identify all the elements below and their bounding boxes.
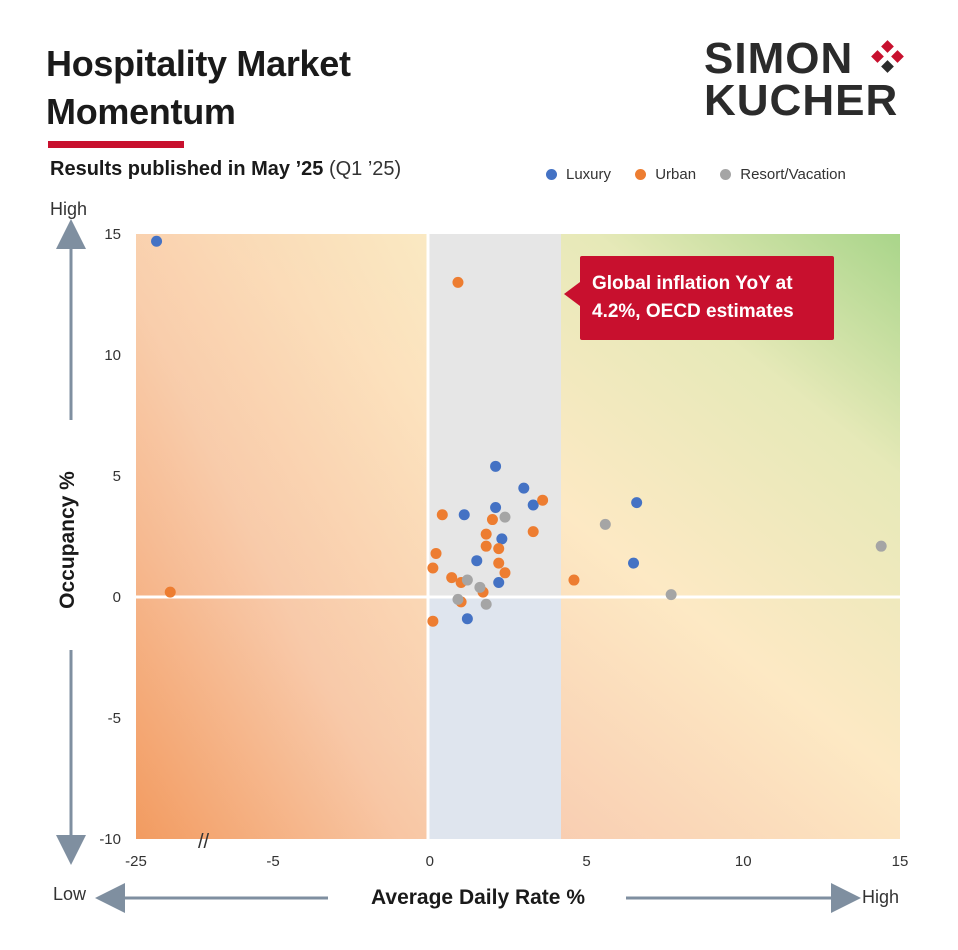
y-tick-label: -10 bbox=[99, 831, 121, 848]
chart-legend: Luxury Urban Resort/Vacation bbox=[546, 166, 866, 183]
logo-line-1: SIMON bbox=[704, 34, 854, 83]
y-tick-label: 5 bbox=[113, 468, 121, 485]
x-tick-label: 0 bbox=[426, 853, 434, 870]
x-tick-label: -25 bbox=[125, 853, 147, 870]
y-tick-label: 10 bbox=[104, 347, 121, 364]
data-point-urban bbox=[537, 494, 549, 506]
data-point-urban bbox=[480, 528, 492, 540]
y-high-label: High bbox=[50, 199, 88, 219]
data-point-resort-vacation bbox=[452, 593, 464, 605]
x-low-label: Low bbox=[53, 884, 87, 904]
data-point-luxury bbox=[471, 555, 483, 567]
data-point-urban bbox=[568, 574, 580, 586]
data-point-resort-vacation bbox=[499, 511, 511, 523]
data-point-urban bbox=[164, 586, 176, 598]
data-point-resort-vacation bbox=[461, 574, 473, 586]
y-tick-label: -5 bbox=[108, 710, 121, 727]
y-axis-title: Occupancy % bbox=[56, 471, 79, 609]
data-point-luxury bbox=[496, 533, 508, 545]
x-tick-label: 15 bbox=[892, 853, 909, 870]
legend-label: Urban bbox=[655, 166, 697, 183]
data-point-urban bbox=[446, 572, 458, 584]
legend-marker bbox=[546, 169, 557, 180]
data-point-luxury bbox=[527, 499, 539, 511]
logo-line-2: KUCHER bbox=[704, 76, 899, 125]
data-point-resort-vacation bbox=[599, 518, 611, 530]
data-point-urban bbox=[493, 543, 505, 555]
x-tick-label: -5 bbox=[266, 853, 279, 870]
inflation-band-lower bbox=[428, 597, 561, 839]
legend-marker bbox=[635, 169, 647, 180]
data-point-luxury bbox=[461, 613, 473, 625]
x-tick-label: 5 bbox=[582, 853, 590, 870]
data-point-urban bbox=[427, 615, 439, 627]
subtitle: Results published in May ’25 (Q1 ’25) bbox=[50, 158, 401, 181]
data-point-urban bbox=[486, 514, 498, 526]
callout-pointer bbox=[564, 282, 580, 306]
x-high-label: High bbox=[862, 887, 900, 907]
data-point-luxury bbox=[490, 460, 502, 472]
legend-item-urban: Urban bbox=[635, 166, 696, 183]
data-point-luxury bbox=[628, 557, 640, 569]
data-point-resort-vacation bbox=[480, 598, 492, 610]
data-point-urban bbox=[430, 547, 442, 559]
data-point-resort-vacation bbox=[875, 540, 887, 552]
data-point-luxury bbox=[151, 235, 163, 247]
y-tick-label: 0 bbox=[113, 589, 121, 606]
y-tick-label: 15 bbox=[104, 226, 121, 243]
data-point-luxury bbox=[518, 482, 530, 494]
data-point-urban bbox=[527, 526, 539, 538]
subtitle-period: (Q1 ’25) bbox=[328, 158, 402, 180]
logo-diamond-icon bbox=[871, 40, 904, 73]
data-point-luxury bbox=[458, 509, 470, 521]
x-axis-title: Average Daily Rate % bbox=[371, 886, 585, 909]
legend-marker bbox=[720, 169, 732, 180]
data-point-urban bbox=[499, 567, 511, 579]
data-point-resort-vacation bbox=[474, 581, 486, 593]
x-tick-label: 10 bbox=[735, 853, 752, 870]
data-point-luxury bbox=[490, 501, 502, 513]
data-point-urban bbox=[493, 557, 505, 569]
legend-item-luxury: Luxury bbox=[546, 166, 611, 183]
data-point-urban bbox=[436, 509, 448, 521]
legend-label: Luxury bbox=[566, 166, 612, 183]
data-point-luxury bbox=[631, 497, 643, 509]
data-point-luxury bbox=[493, 576, 505, 588]
page-title: Hospitality Market Momentum bbox=[46, 43, 351, 132]
brand-logo: SIMON KUCHER bbox=[704, 34, 904, 125]
legend-item-resort: Resort/Vacation bbox=[720, 166, 846, 183]
inflation-callout: Global inflation YoY at 4.2%, OECD estim… bbox=[580, 256, 834, 340]
title-underline bbox=[48, 141, 184, 148]
plot-background-left bbox=[136, 234, 428, 839]
subtitle-main: Results published in May ’25 bbox=[50, 158, 324, 180]
legend-label: Resort/Vacation bbox=[740, 166, 846, 183]
inflation-band-upper bbox=[428, 234, 561, 597]
data-point-urban bbox=[480, 540, 492, 552]
data-point-urban bbox=[427, 562, 439, 574]
data-point-resort-vacation bbox=[665, 589, 677, 601]
axis-break-icon: // bbox=[198, 831, 210, 853]
data-point-urban bbox=[452, 276, 464, 288]
